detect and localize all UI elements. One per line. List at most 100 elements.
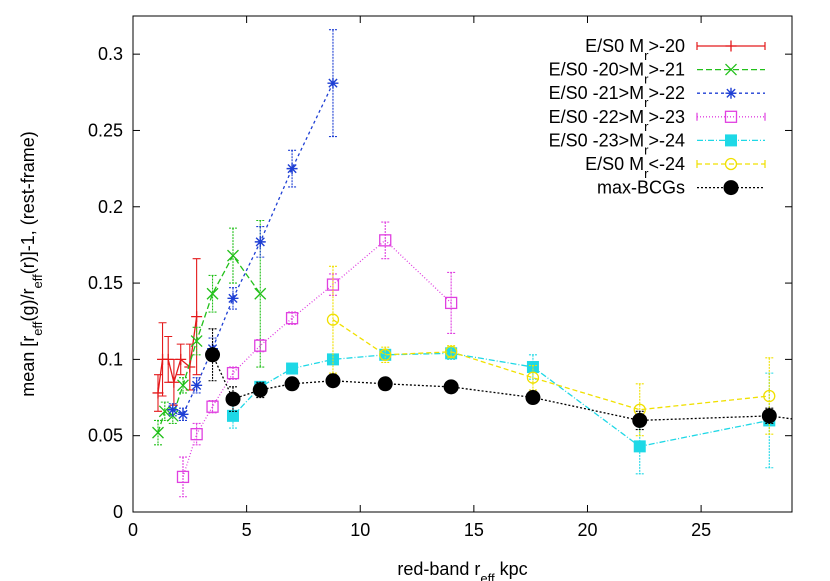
data-point [227,292,239,304]
data-point [285,312,299,325]
y-tick-label: 0.05 [88,426,123,446]
data-point [379,234,392,247]
series-layer [152,29,793,498]
data-point [377,376,393,392]
data-point [152,426,164,439]
data-point [205,347,221,363]
legend-entry: E/S0 -22>Mr>-23 [549,107,766,134]
data-point [252,382,268,398]
data-point [226,366,240,380]
data-point [763,389,776,403]
data-point [325,373,341,389]
data-point [168,376,180,388]
error-bar [528,364,537,391]
series-6 [205,328,793,431]
error-bar [447,271,456,334]
data-point [190,428,203,441]
data-point [206,287,219,300]
legend-entry: E/S0 -23>Mr>-24 [549,130,765,157]
x-tick-label: 25 [691,520,711,540]
legend-marker [725,134,737,147]
x-axis-label: red-band reff kpc [397,559,527,581]
error-bar [328,29,337,138]
data-point [632,412,648,428]
data-point [444,345,458,358]
error-bar [288,311,297,325]
series-line [232,352,770,448]
data-point [326,313,340,326]
legend-entry: E/S0 Mr>-20 [585,36,766,63]
series-line [172,82,334,416]
data-point [225,391,241,407]
data-point [191,311,203,323]
legend-marker [725,40,737,52]
error-bar [192,422,201,446]
legend-marker [724,110,738,123]
x-tick-label: 10 [350,520,370,540]
series-2 [167,29,339,421]
data-point [254,287,267,300]
x-tick-label: 5 [242,520,252,540]
legend-entry: E/S0 Mr<-24 [585,154,766,181]
series-1 [152,219,267,446]
legend-label: E/S0 Mr>-20 [585,36,685,63]
data-point [191,379,203,391]
data-point [633,440,646,453]
series-line [211,354,793,422]
x-tick-label: 0 [128,520,138,540]
axes: 0 5 10 15 20 25 0 0.05 0.1 0.15 0.2 0.25 0.3 red-band… [18,16,792,581]
data-point [175,353,187,365]
data-point [176,470,190,484]
data-point [284,376,300,392]
series-line [157,316,198,394]
data-point [526,371,540,384]
legend-marker [724,157,738,171]
legend-label: max-BCGs [597,178,685,198]
data-point [152,387,164,399]
legend-entry: E/S0 -20>Mr>-21 [549,60,765,86]
data-point [286,362,299,375]
legend-label: E/S0 -22>Mr>-23 [549,107,685,134]
legend-cap [696,42,766,50]
error-bar [328,265,337,374]
data-point [254,236,266,248]
legend-entry: max-BCGs [597,178,765,198]
series-4 [226,346,776,475]
y-tick-label: 0.25 [88,120,123,140]
y-tick-label: 0 [113,502,123,522]
series-line [182,239,452,478]
legend-marker [725,87,737,99]
data-point [226,409,239,422]
data-point [327,77,339,89]
series-0 [152,258,203,412]
error-bar [256,338,265,353]
error-bar [178,456,187,498]
legend-cap [696,112,766,121]
legend-label: E/S0 Mr<-24 [585,154,685,181]
data-point [525,390,541,406]
data-point [206,400,219,413]
data-point [444,296,458,310]
data-point [177,379,189,392]
data-point [254,339,267,352]
y-tick-label: 0.2 [98,197,123,217]
y-tick-label: 0.15 [88,273,123,293]
legend-cap [696,160,766,168]
data-point [167,404,179,416]
legend-marker [725,63,737,76]
data-point [227,249,239,262]
series-line [332,319,770,411]
error-bar [381,221,390,260]
data-point [190,335,203,348]
legend: E/S0 Mr>-20E/S0 -20>Mr>-21E/S0 -21>Mr>-2… [549,36,766,198]
data-point [286,163,298,175]
x-tick-label: 20 [577,520,597,540]
plot-frame [132,15,793,513]
error-bar [228,366,237,380]
legend-entry: E/S0 -21>Mr>-22 [549,83,765,110]
data-point [761,408,777,424]
legend-label: E/S0 -23>Mr>-24 [549,130,685,157]
x-tick-label: 15 [464,520,484,540]
data-point [158,405,171,418]
